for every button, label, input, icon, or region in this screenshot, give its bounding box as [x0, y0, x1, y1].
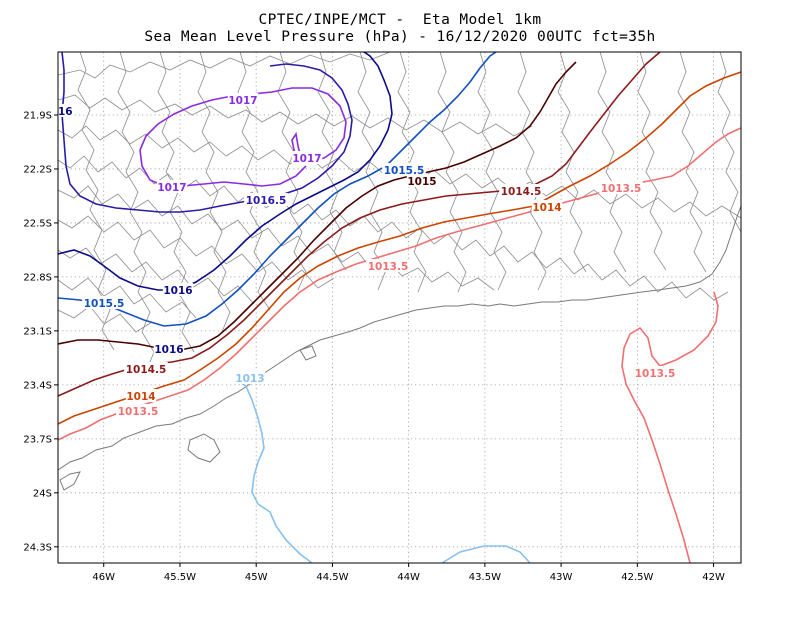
- contour-label-bg: [153, 342, 185, 355]
- x-tick-label: 44.5W: [316, 572, 348, 583]
- y-tick-label: 21.9S: [23, 110, 52, 121]
- x-tick-label: 44W: [397, 572, 420, 583]
- contour-label: 1014.5: [126, 364, 167, 376]
- contour-1013-5-main: [58, 127, 741, 441]
- contour-1016-5: [61, 52, 353, 213]
- x-tick-label: 43.5W: [469, 572, 501, 583]
- contour-label-bg: [82, 296, 126, 309]
- contour-label: 1015: [407, 176, 436, 188]
- x-tick-label: 46W: [92, 572, 115, 583]
- contour-label: 1013.5: [368, 261, 409, 273]
- contour-label: 1014: [126, 391, 155, 403]
- contour-1014: [58, 71, 741, 425]
- x-tick-label: 45.5W: [164, 572, 196, 583]
- contour-label-bg: [124, 362, 168, 375]
- contour-label: 1017: [292, 153, 321, 165]
- contour-label: 1014.5: [501, 186, 542, 198]
- contour-label-bg: [162, 283, 194, 296]
- contour-label-bg: [291, 151, 323, 164]
- contour-label: 1014: [532, 202, 561, 214]
- contour-label-bg: [531, 200, 563, 213]
- contour-label: 1013.5: [601, 183, 642, 195]
- contour-label-bg: [227, 93, 259, 106]
- contour-label-bg: [234, 371, 266, 384]
- map-frame: [57, 51, 742, 564]
- x-tick-label: 45W: [245, 572, 268, 583]
- title-line-1: CPTEC/INPE/MCT - Eta Model 1km: [258, 12, 542, 28]
- x-tick-label: 42W: [702, 572, 725, 583]
- contour-label-bg: [156, 180, 188, 193]
- y-tick-label: 23.7S: [23, 434, 52, 445]
- contour-label-bg: [406, 174, 438, 187]
- contour-label-bg: [633, 366, 677, 379]
- y-tick-label: 22.8S: [23, 272, 52, 283]
- contour-label-bg: [244, 193, 288, 206]
- x-tick-label: 43W: [550, 572, 573, 583]
- coastline: [58, 205, 741, 491]
- contour-1015: [58, 61, 577, 351]
- contour-label-bg: [499, 184, 543, 197]
- title-line-2: Sea Mean Level Pressure (hPa) - 16/12/20…: [144, 29, 656, 45]
- contour-label: 1017: [157, 182, 186, 194]
- contour-label-bg: [599, 181, 643, 194]
- contour-label: 1017: [228, 95, 257, 107]
- contour-1013-5-offshore: [621, 291, 719, 563]
- lat-lon-grid: [58, 52, 741, 563]
- contour-label-bg: [116, 404, 160, 417]
- contour-1017: [139, 87, 347, 187]
- contour-label: 1016.5: [246, 195, 287, 207]
- contour-1016: [58, 52, 393, 291]
- y-tick-label: 23.1S: [23, 326, 52, 337]
- axis-ticks: 46W 45.5W 45W 44.5W 44W 43.5W 43W 42.5W 42W 21.9S…: [23, 110, 725, 583]
- contour-1014-5: [58, 52, 661, 397]
- y-tick-label: 22.5S: [23, 218, 52, 229]
- contour-1013: [235, 379, 531, 563]
- contour-label: 1015.5: [84, 298, 125, 310]
- contour-label-bg: [58, 104, 74, 117]
- contour-label-bg: [125, 389, 157, 402]
- y-tick-label: 24S: [33, 488, 52, 499]
- contour-label-bg: [366, 259, 410, 272]
- contour-label-bg: [382, 163, 426, 176]
- contour-1015-5: [58, 52, 497, 327]
- contour-label: 1013: [235, 373, 264, 385]
- y-tick-label: 23.4S: [23, 380, 52, 391]
- x-tick-label: 42.5W: [621, 572, 653, 583]
- contour-label: 1013.5: [635, 368, 676, 380]
- contour-label: 1016: [154, 344, 183, 356]
- contour-label: 1013.5: [118, 406, 159, 418]
- contour-label: 1016: [43, 106, 72, 118]
- contour-label: 1016: [163, 285, 192, 297]
- municipal-borders: [58, 52, 741, 373]
- y-tick-label: 24.3S: [23, 542, 52, 553]
- map-title: CPTEC/INPE/MCT - Eta Model 1km Sea Mean …: [0, 12, 800, 46]
- y-tick-label: 22.2S: [23, 164, 52, 175]
- contour-labels: 1016 1017 1017 1017 1016.5 1016 1016 1015.5 1015…: [43, 93, 677, 418]
